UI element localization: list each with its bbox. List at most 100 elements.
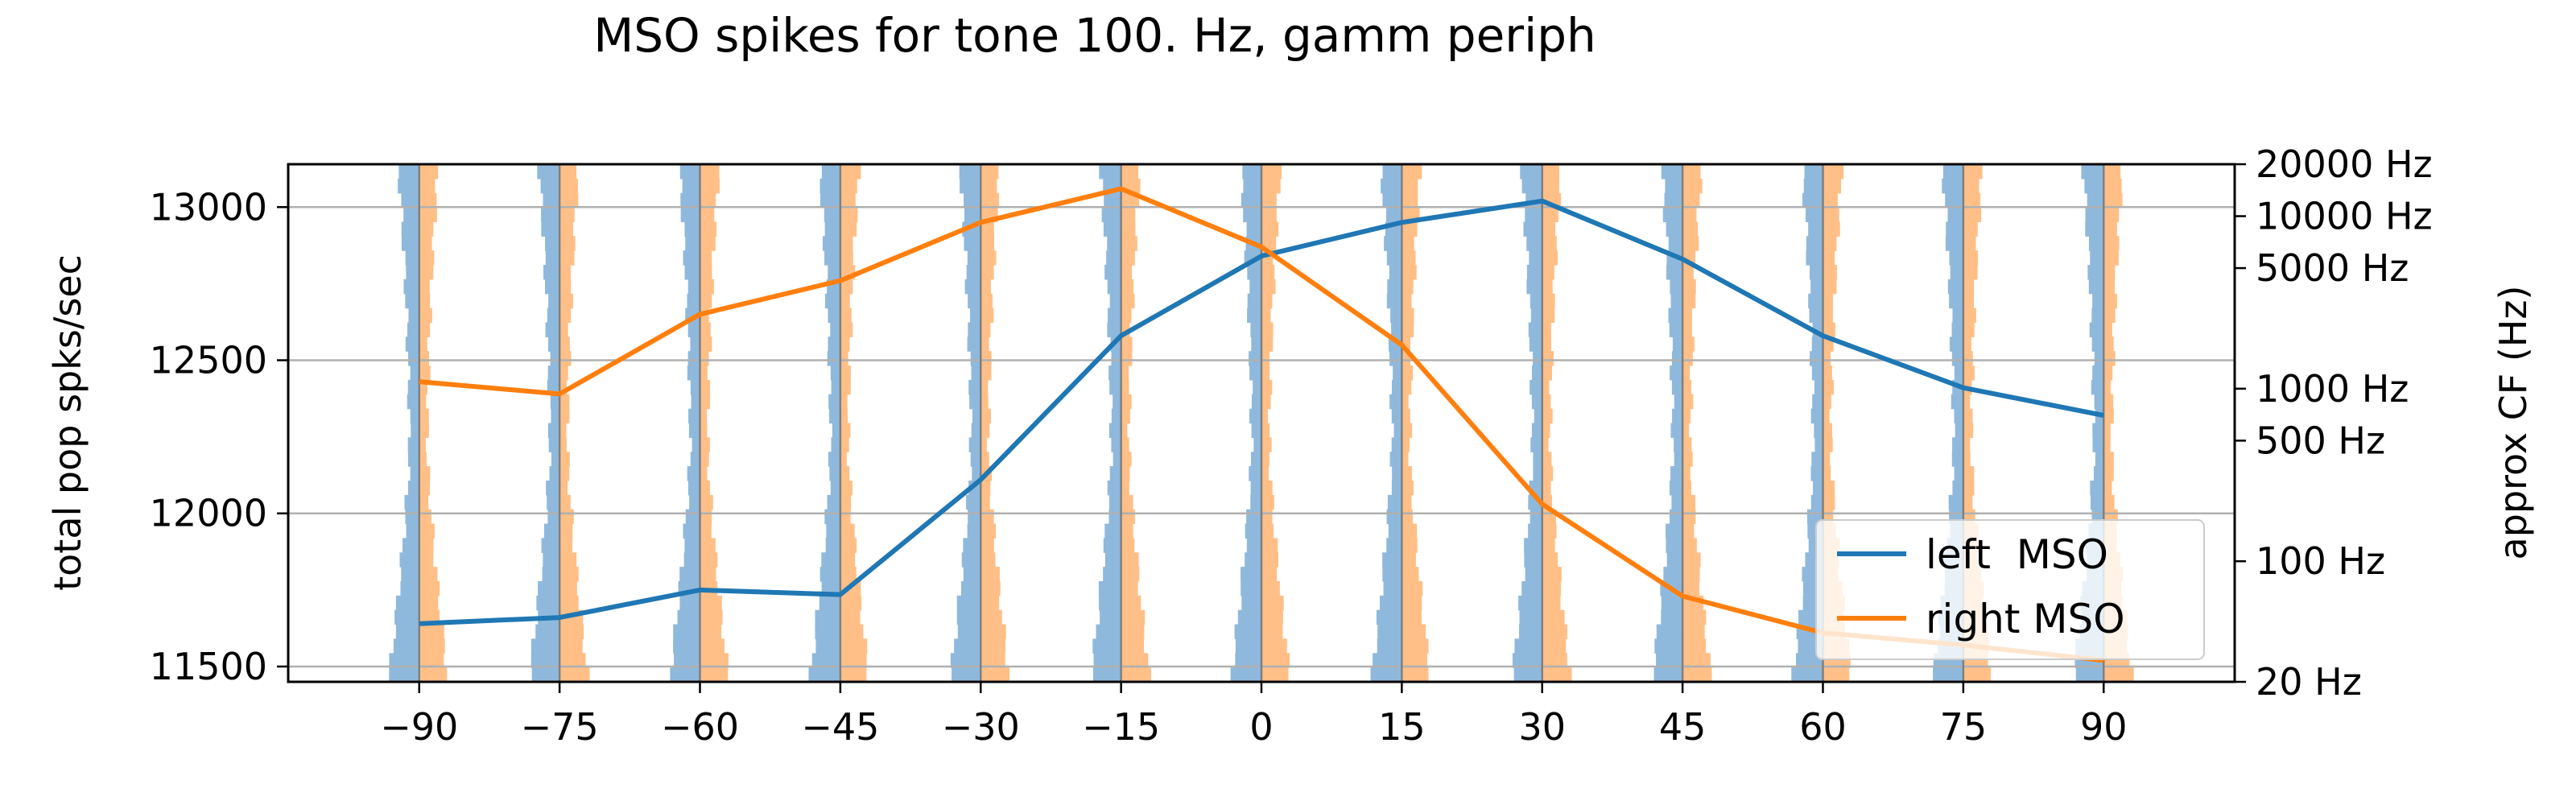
histogram-bar-right <box>700 250 712 266</box>
histogram-bar-left <box>1674 452 1683 467</box>
histogram-bar-left <box>1107 236 1121 251</box>
histogram-bar-left <box>406 523 419 539</box>
histogram-bar-right <box>1823 394 1831 410</box>
histogram-bar-right <box>1963 207 1982 223</box>
histogram-bar-right <box>1121 394 1132 410</box>
histogram-bar-left <box>1942 178 1963 194</box>
histogram-bar-right <box>840 595 862 611</box>
histogram-bar-left <box>1670 279 1683 295</box>
histogram-bar-left <box>683 523 700 539</box>
histogram-bar-left <box>1810 466 1823 481</box>
histogram-bar-right <box>840 279 853 295</box>
histogram-bar-left <box>969 394 981 410</box>
histogram-bar-right <box>980 552 996 568</box>
histogram-bar-left <box>828 336 840 352</box>
histogram-bar-left <box>690 336 700 352</box>
histogram-bar-left <box>1674 437 1683 452</box>
histogram-bar-right <box>559 322 568 337</box>
histogram-bar-left <box>1951 452 1963 467</box>
histogram-bar-left <box>1534 408 1542 424</box>
histogram-bar-right <box>1402 480 1414 496</box>
histogram-bar-right <box>1261 624 1283 640</box>
histogram-bar-right <box>1121 538 1135 553</box>
histogram-bar-right <box>419 638 445 654</box>
histogram-bar-right <box>1402 523 1418 539</box>
histogram-bar-left <box>1253 379 1261 395</box>
histogram-bar-left <box>1949 293 1963 309</box>
histogram-bar-right <box>419 624 444 640</box>
histogram-bar-left <box>1813 480 1823 496</box>
histogram-bar-right <box>1402 394 1409 410</box>
histogram-bar-left <box>1250 480 1261 496</box>
histogram-bar-left <box>1247 265 1261 280</box>
histogram-bar-right <box>1682 494 1696 510</box>
histogram-bar-right <box>1682 638 1707 654</box>
histogram-bar-right <box>2103 265 2116 280</box>
histogram-bar-right <box>1542 523 1557 539</box>
histogram-bar-left <box>811 653 840 668</box>
histogram-bar-right <box>1402 322 1414 337</box>
histogram-bar-left <box>1524 552 1542 568</box>
histogram-bar-right <box>1963 423 1974 438</box>
histogram-bar-left <box>404 494 419 510</box>
histogram-bar-right <box>840 164 861 180</box>
histogram-bar-right <box>1963 494 1973 510</box>
histogram-bar-left <box>1802 192 1823 208</box>
histogram-bar-right <box>700 351 709 366</box>
histogram-bar-left <box>405 250 419 266</box>
histogram-bar-left <box>1250 322 1261 337</box>
histogram-bar-left <box>1524 538 1542 553</box>
histogram-bar-left <box>1386 293 1402 309</box>
histogram-bar-right <box>980 250 997 266</box>
y-tick-label: 12000 <box>150 492 267 535</box>
histogram-bar-right <box>1823 322 1835 337</box>
histogram-bar-left <box>393 638 419 654</box>
histogram-bar-left <box>1814 423 1823 438</box>
histogram-bar-right <box>1402 423 1413 438</box>
histogram-bar-left <box>969 308 981 324</box>
histogram-bar-right <box>840 351 848 366</box>
histogram-bar-right <box>1121 624 1145 640</box>
histogram-bar-right <box>1402 178 1418 194</box>
histogram-bar-right <box>419 667 448 683</box>
histogram-bar-right <box>1823 236 1837 251</box>
histogram-bar-right <box>559 279 572 295</box>
histogram-bar-right <box>559 480 568 496</box>
histogram-bar-right <box>1542 667 1572 683</box>
histogram-bar-right <box>2103 322 2112 337</box>
histogram-bar-right <box>700 178 720 194</box>
histogram-bar-right <box>559 437 567 452</box>
histogram-bar-right <box>700 667 729 683</box>
histogram-bar-left <box>1942 164 1963 180</box>
histogram-bar-left <box>543 523 560 539</box>
histogram-bar-left <box>1530 379 1542 395</box>
histogram-bar-right <box>700 609 723 625</box>
histogram-bar-left <box>1382 567 1402 582</box>
histogram-bar-left <box>1251 423 1261 438</box>
histogram-bar-right <box>1682 265 1694 280</box>
histogram-bar-right <box>700 452 709 467</box>
histogram-bar-left <box>2087 192 2104 208</box>
histogram-bar-right <box>1682 365 1690 381</box>
y2-tick-label: 100 Hz <box>2256 539 2385 583</box>
histogram-bar-left <box>1104 552 1121 568</box>
histogram-bar-right <box>1682 207 1697 223</box>
histogram-bar-right <box>840 638 868 654</box>
histogram-bar-right <box>419 580 440 597</box>
histogram-bar-left <box>830 322 840 337</box>
histogram-bar-left <box>1383 580 1402 597</box>
histogram-bar-right <box>1402 279 1414 295</box>
histogram-bar-left <box>1107 480 1121 496</box>
histogram-bar-right <box>1823 250 1835 266</box>
histogram-bar-right <box>419 207 437 223</box>
histogram-bar-right <box>840 624 864 640</box>
histogram-bar-right <box>1682 653 1711 668</box>
histogram-bar-left <box>1530 308 1542 324</box>
histogram-bar-right <box>1402 494 1412 510</box>
histogram-bar-left <box>1382 552 1402 568</box>
histogram-bar-left <box>1241 567 1261 582</box>
histogram-bar-left <box>548 293 560 309</box>
histogram-bar-left <box>1243 178 1261 194</box>
histogram-bar-right <box>2103 293 2117 309</box>
